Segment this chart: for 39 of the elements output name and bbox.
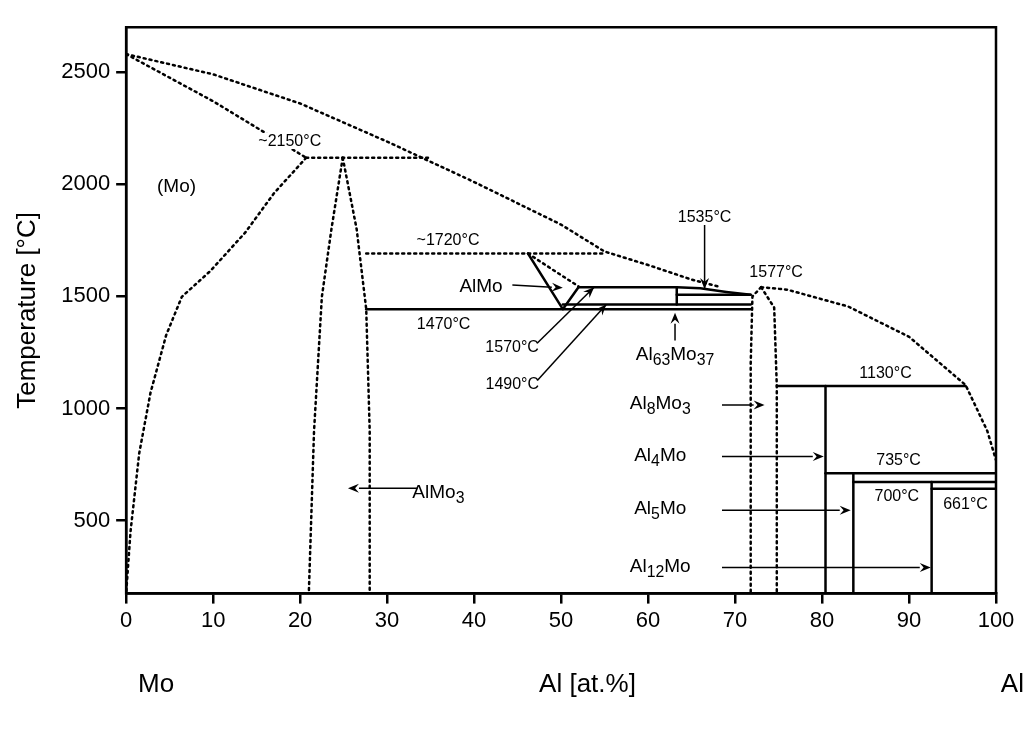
- annotation: 1535°C: [676, 207, 733, 225]
- annotation: Al$_{12}$Mo: [629, 554, 691, 580]
- y-tick-label: 1000: [61, 394, 111, 420]
- text: Mo: [138, 668, 175, 699]
- annotation: Al$_{5}$Mo: [634, 497, 687, 523]
- x-tick-label: 40: [461, 606, 487, 632]
- annotation: (Mo): [157, 174, 197, 196]
- annotation: AlMo$_{3}$: [412, 481, 465, 506]
- y-tick-label: 2000: [61, 170, 111, 196]
- x-tick-label: 50: [548, 606, 574, 632]
- annotation: 1570°C: [484, 338, 540, 356]
- y-tick-label: 2500: [61, 58, 111, 84]
- annotation: 661°C: [942, 494, 989, 512]
- text: Al: [1000, 668, 1024, 699]
- annotation: 1490°C: [484, 375, 541, 393]
- y-axis-title: Temperature [°C]: [10, 211, 41, 409]
- annotation: Al$_{63}$Mo$_{37}$: [635, 343, 715, 369]
- x-axis-title: Al [at.%]: [539, 668, 636, 699]
- x-tick-label: 70: [722, 606, 748, 632]
- annotation: 735°C: [875, 451, 922, 469]
- annotation: Al$_{8}$Mo$_{3}$: [629, 392, 691, 417]
- annotation: ~1720°C: [415, 230, 481, 248]
- x-tick-label: 100: [977, 606, 1015, 632]
- x-tick-label: 10: [200, 606, 226, 632]
- x-tick-label: 0: [120, 606, 133, 632]
- annotation: Al$_{4}$Mo: [634, 443, 687, 469]
- annotation: 1577°C: [748, 263, 804, 281]
- annotation: AlMo: [459, 274, 503, 296]
- annotation: 1130°C: [858, 364, 913, 382]
- annotation: ~2150°C: [257, 131, 323, 149]
- x-tick-label: 80: [809, 606, 835, 632]
- y-tick-label: 500: [73, 506, 111, 532]
- x-tick-label: 20: [287, 606, 313, 632]
- annotation: 1470°C: [415, 315, 472, 333]
- x-tick-label: 30: [374, 606, 400, 632]
- annotation: 700°C: [873, 487, 921, 505]
- x-tick-label: 60: [635, 606, 661, 632]
- x-tick-label: 90: [896, 606, 922, 632]
- y-tick-label: 1500: [61, 282, 111, 308]
